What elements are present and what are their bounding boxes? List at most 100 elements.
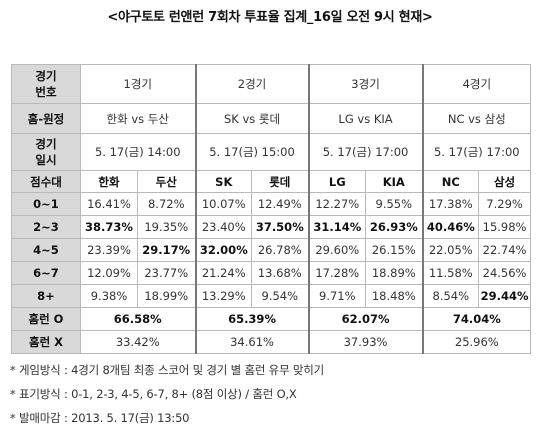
vote-rate-cell: 37.50% (251, 215, 310, 239)
row-matchup: 홈-원정 한화 vs 두산 SK vs 롯데 LG vs KIA NC vs 삼… (11, 103, 532, 134)
note-game-method: * 게임방식 : 4경기 8개팀 최종 스코어 및 경기 별 홈런 유무 맞히기 (10, 363, 325, 377)
game-time-header: 경기 일시 (11, 133, 81, 171)
matchup-cell: SK vs 롯데 (194, 103, 310, 134)
note-notation: * 표기방식 : 0-1, 2-3, 4-5, 6-7, 8+ (8점 이상) … (10, 387, 297, 401)
matchup-header: 홈-원정 (11, 103, 81, 134)
game-number-cell: 4경기 (421, 64, 532, 104)
vote-rate-cell: 13.29% (194, 284, 253, 308)
team-name: NC (421, 170, 480, 193)
homerun-x-cell: 33.42% (79, 330, 197, 354)
score-band-label: 8+ (11, 284, 81, 308)
team-name: SK (194, 170, 253, 193)
homerun-x-cell: 25.96% (421, 330, 532, 354)
score-band-label: 0~1 (11, 192, 81, 216)
row-homerun-o: 홈런 O 66.58% 65.39% 62.07% 74.04% (11, 307, 532, 331)
header-line: 일시 (35, 153, 57, 167)
vote-rate-cell: 18.89% (365, 261, 424, 285)
vote-rate-cell: 29.60% (307, 238, 367, 262)
vote-rate-cell: 15.98% (478, 215, 532, 239)
homerun-x-header: 홈런 X (11, 330, 81, 354)
game-number-cell: 1경기 (79, 64, 197, 104)
vote-rate-cell: 26.78% (251, 238, 310, 262)
score-row: 2~3 38.73% 19.35% 23.40% 37.50% 31.14% 26.93% 4… (11, 215, 532, 239)
team-name: 두산 (136, 170, 197, 193)
game-time-cell: 5. 17(금) 14:00 (79, 133, 197, 171)
vote-rate-cell: 23.77% (136, 261, 197, 285)
homerun-o-cell: 74.04% (421, 307, 532, 331)
vote-rate-cell: 29.44% (478, 284, 532, 308)
row-game-time: 경기 일시 5. 17(금) 14:00 5. 17(금) 15:00 5. 1… (11, 133, 532, 171)
game-time-cell: 5. 17(금) 17:00 (421, 133, 532, 171)
vote-rate-cell: 31.14% (307, 215, 367, 239)
vote-rate-cell: 8.72% (136, 192, 197, 216)
vote-rate-cell: 8.54% (421, 284, 480, 308)
homerun-o-cell: 65.39% (194, 307, 310, 331)
score-band-label: 2~3 (11, 215, 81, 239)
vote-rate-cell: 17.38% (421, 192, 480, 216)
note-deadline: * 발매마감 : 2013. 5. 17(금) 13:50 (10, 411, 190, 425)
notes: * 게임방식 : 4경기 8개팀 최종 스코어 및 경기 별 홈런 유무 맞히기… (10, 358, 324, 430)
vote-rate-cell: 9.38% (80, 284, 138, 308)
homerun-o-cell: 62.07% (307, 307, 424, 331)
vote-rate-cell: 9.54% (251, 284, 310, 308)
score-row: 8+ 9.38% 18.99% 13.29% 9.54% 9.71% 18.48% 8.54%… (11, 284, 532, 308)
vote-rate-cell: 16.41% (80, 192, 138, 216)
team-name: 삼성 (478, 170, 532, 193)
game-number-cell: 3경기 (307, 64, 424, 104)
table-body: 경기 번호 1경기 2경기 3경기 4경기 홈-원정 한화 vs 두산 SK v… (11, 64, 532, 354)
score-band-header: 점수대 (11, 170, 81, 193)
game-time-cell: 5. 17(금) 17:00 (307, 133, 424, 171)
vote-rate-cell: 18.99% (136, 284, 197, 308)
vote-rate-cell: 7.29% (478, 192, 532, 216)
vote-rate-cell: 12.27% (307, 192, 367, 216)
score-row: 6~7 12.09% 23.77% 21.24% 13.68% 17.28% 18.89% 1… (11, 261, 532, 285)
team-name: 롯데 (251, 170, 310, 193)
vote-rate-cell: 24.56% (478, 261, 532, 285)
team-name: KIA (365, 170, 424, 193)
score-band-label: 4~5 (11, 238, 81, 262)
header-line: 경기 (35, 137, 57, 151)
vote-rate-cell: 17.28% (307, 261, 367, 285)
matchup-cell: NC vs 삼성 (421, 103, 532, 134)
homerun-x-cell: 37.93% (307, 330, 424, 354)
vote-rate-cell: 9.55% (365, 192, 424, 216)
vote-rate-cell: 11.58% (421, 261, 480, 285)
vote-rate-cell: 23.39% (80, 238, 138, 262)
row-teams: 점수대 한화 두산 SK 롯데 LG KIA NC 삼성 (11, 170, 532, 193)
vote-rate-cell: 22.05% (421, 238, 480, 262)
vote-rate-cell: 10.07% (194, 192, 253, 216)
vote-rate-cell: 18.48% (365, 284, 424, 308)
game-number-header: 경기 번호 (11, 64, 81, 104)
score-row: 0~1 16.41% 8.72% 10.07% 12.49% 12.27% 9.55% 17.… (11, 192, 532, 216)
game-time-cell: 5. 17(금) 15:00 (194, 133, 310, 171)
vote-rate-cell: 23.40% (194, 215, 253, 239)
vote-rate-cell: 22.74% (478, 238, 532, 262)
vote-rate-cell: 40.46% (421, 215, 480, 239)
matchup-cell: 한화 vs 두산 (79, 103, 197, 134)
vote-rate-cell: 12.49% (251, 192, 310, 216)
header-line: 경기 (35, 69, 57, 83)
header-line: 번호 (35, 85, 57, 99)
vote-rate-cell: 38.73% (80, 215, 138, 239)
vote-rate-cell: 26.15% (365, 238, 424, 262)
homerun-o-cell: 66.58% (79, 307, 197, 331)
row-homerun-x: 홈런 X 33.42% 34.61% 37.93% 25.96% (11, 330, 532, 354)
score-row: 4~5 23.39% 29.17% 32.00% 26.78% 29.60% 26.15% 2… (11, 238, 532, 262)
homerun-o-header: 홈런 O (11, 307, 81, 331)
vote-rate-cell: 32.00% (194, 238, 253, 262)
vote-rate-cell: 26.93% (365, 215, 424, 239)
row-game-number: 경기 번호 1경기 2경기 3경기 4경기 (11, 64, 532, 104)
score-band-label: 6~7 (11, 261, 81, 285)
vote-rate-cell: 19.35% (136, 215, 197, 239)
vote-rate-cell: 29.17% (136, 238, 197, 262)
homerun-x-cell: 34.61% (194, 330, 310, 354)
vote-rate-cell: 9.71% (307, 284, 367, 308)
game-number-cell: 2경기 (194, 64, 310, 104)
vote-rate-cell: 21.24% (194, 261, 253, 285)
team-name: 한화 (80, 170, 138, 193)
vote-rate-cell: 13.68% (251, 261, 310, 285)
page-title: <야구토토 런앤런 7회차 투표율 집계_16일 오전 9시 현재> (107, 10, 433, 25)
vote-rate-table: 경기 번호 1경기 2경기 3경기 4경기 홈-원정 한화 vs 두산 SK v… (11, 64, 532, 354)
matchup-cell: LG vs KIA (307, 103, 424, 134)
vote-rate-cell: 12.09% (80, 261, 138, 285)
